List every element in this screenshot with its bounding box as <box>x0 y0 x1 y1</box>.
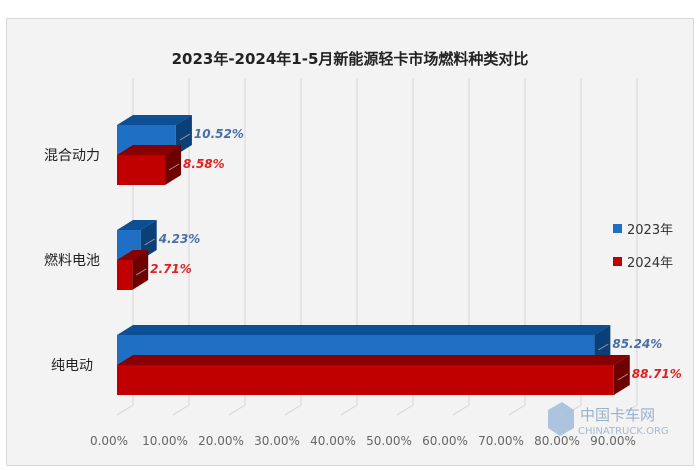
bar-top-1 <box>117 355 630 365</box>
chart-title: 2023年-2024年1-5月新能源轻卡市场燃料种类对比 <box>172 50 529 68</box>
category-label: 燃料电池 <box>44 252 100 269</box>
legend-swatch <box>613 257 622 266</box>
legend-label: 2023年 <box>627 223 673 238</box>
bar-top-0 <box>117 220 157 230</box>
data-label: 2.71% <box>150 262 192 276</box>
leader-line <box>179 133 191 141</box>
watermark-logo-icon <box>548 402 574 436</box>
bar-side-1 <box>165 145 182 185</box>
data-label: 8.58% <box>183 157 225 171</box>
bar-top-1 <box>117 250 149 260</box>
category-label: 混合动力 <box>44 148 100 164</box>
x-tick-label: 70.00% <box>478 434 524 448</box>
x-tick-label: 60.00% <box>422 434 468 448</box>
x-tick-label: 80.00% <box>534 434 580 448</box>
leader-line <box>135 268 147 276</box>
x-tick-label: 30.00% <box>254 434 300 448</box>
legend-swatch <box>613 224 622 233</box>
x-tick-label: 20.00% <box>198 434 244 448</box>
bar-top-0 <box>117 115 192 125</box>
bar-2024 <box>117 155 166 185</box>
leader-line <box>168 163 180 171</box>
gridline-floor <box>340 404 358 416</box>
category-label: 纯电动 <box>51 358 93 374</box>
data-label: 85.24% <box>612 337 662 351</box>
leader-line <box>617 373 629 381</box>
gridline-floor <box>228 404 246 416</box>
gridline-floor <box>116 404 134 416</box>
gridline-floor <box>620 404 638 416</box>
legend-label: 2024年 <box>627 256 673 271</box>
data-label: 10.52% <box>194 127 244 141</box>
leader-line <box>598 343 609 351</box>
x-tick-label: 10.00% <box>142 434 188 448</box>
gridline-floor <box>452 404 470 416</box>
gridline-floor <box>508 404 526 416</box>
gridline-floor <box>284 404 302 416</box>
bar-top-1 <box>117 145 182 155</box>
x-tick-label: 0.00% <box>90 434 128 448</box>
watermark-text-en: CHINATRUCK.ORG <box>578 426 669 437</box>
gridline-floor <box>396 404 414 416</box>
watermark-text: 中国卡车网 <box>580 406 655 424</box>
leader-line <box>144 238 155 246</box>
bar-2024 <box>117 365 614 395</box>
gridline-floor <box>172 404 190 416</box>
x-tick-label: 40.00% <box>310 434 356 448</box>
bar-2024 <box>117 260 133 290</box>
x-tick-label: 50.00% <box>366 434 412 448</box>
bar-side-1 <box>613 355 630 395</box>
bar-top-0 <box>117 325 611 335</box>
data-label: 88.71% <box>632 367 682 381</box>
x-tick-label: 90.00% <box>590 434 636 448</box>
data-label: 4.23% <box>158 232 201 246</box>
bar-side-1 <box>132 250 149 290</box>
